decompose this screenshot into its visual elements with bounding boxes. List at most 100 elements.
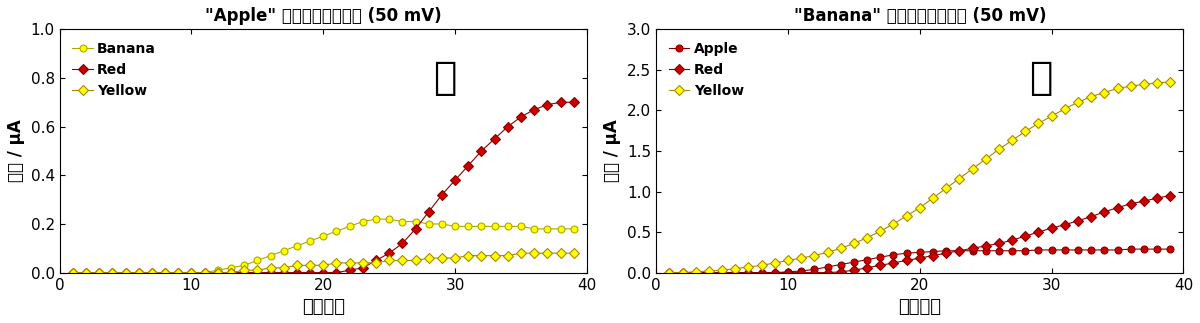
Apple: [1044, 248, 1058, 252]
Red: [355, 266, 370, 270]
Apple: [662, 271, 677, 275]
Yellow: [487, 254, 502, 257]
Red: [210, 271, 224, 275]
Yellow: [1018, 130, 1032, 133]
Banana: [132, 271, 146, 275]
Banana: [66, 271, 80, 275]
Red: [781, 271, 796, 275]
Banana: [92, 271, 107, 275]
Yellow: [368, 261, 383, 265]
Apple: [965, 249, 979, 253]
Red: [874, 263, 888, 267]
Red: [500, 125, 515, 129]
Apple: [1070, 248, 1085, 252]
Banana: [461, 224, 475, 228]
Banana: [527, 227, 541, 231]
Yellow: [329, 261, 343, 265]
Red: [540, 103, 554, 107]
Yellow: [263, 266, 277, 270]
Banana: [172, 271, 186, 275]
Red: [527, 108, 541, 111]
Red: [1150, 196, 1164, 200]
Red: [1044, 226, 1058, 230]
Banana: [106, 271, 120, 275]
Red: [808, 271, 822, 275]
Banana: [263, 254, 277, 257]
Red: [925, 254, 940, 257]
Yellow: [925, 196, 940, 200]
Yellow: [887, 222, 901, 226]
Yellow: [860, 236, 875, 240]
Red: [1018, 234, 1032, 238]
Banana: [382, 217, 396, 221]
Yellow: [1123, 84, 1138, 88]
Apple: [1163, 247, 1177, 251]
Yellow: [172, 271, 186, 275]
Apple: [768, 271, 782, 275]
Apple: [900, 251, 914, 255]
Red: [715, 271, 730, 275]
Red: [1123, 202, 1138, 206]
Yellow: [900, 214, 914, 218]
Apple: [1150, 247, 1164, 251]
X-axis label: 学習回数: 学習回数: [899, 298, 941, 316]
Apple: [991, 249, 1006, 253]
Banana: [198, 271, 212, 275]
Yellow: [978, 157, 992, 161]
Line: Red: Red: [70, 99, 577, 276]
Banana: [408, 220, 422, 224]
Yellow: [821, 250, 835, 254]
Yellow: [236, 268, 251, 272]
Red: [1097, 210, 1111, 214]
Apple: [702, 271, 716, 275]
Red: [676, 271, 690, 275]
Apple: [1004, 249, 1019, 253]
Yellow: [92, 271, 107, 275]
Line: Banana: Banana: [70, 216, 577, 276]
Apple: [1136, 247, 1151, 251]
Y-axis label: 電流 / μA: 電流 / μA: [7, 120, 25, 182]
Yellow: [474, 254, 488, 257]
Red: [329, 271, 343, 275]
Yellow: [316, 263, 330, 267]
Yellow: [965, 167, 979, 171]
Red: [1136, 199, 1151, 203]
Red: [316, 271, 330, 275]
Banana: [566, 227, 581, 231]
Yellow: [132, 271, 146, 275]
Red: [728, 271, 743, 275]
Banana: [236, 263, 251, 267]
Red: [794, 271, 809, 275]
Yellow: [1031, 121, 1045, 125]
Apple: [1057, 248, 1072, 252]
Banana: [316, 234, 330, 238]
Red: [755, 271, 769, 275]
Banana: [79, 271, 94, 275]
Banana: [145, 271, 160, 275]
Yellow: [540, 251, 554, 255]
Line: Apple: Apple: [666, 246, 1174, 276]
Apple: [781, 270, 796, 274]
Red: [1070, 219, 1085, 223]
Red: [566, 100, 581, 104]
Yellow: [768, 261, 782, 265]
Red: [342, 268, 356, 272]
Line: Red: Red: [666, 192, 1174, 276]
Yellow: [395, 258, 409, 262]
Banana: [185, 271, 199, 275]
Line: Yellow: Yellow: [666, 78, 1174, 276]
Red: [289, 271, 304, 275]
Yellow: [434, 256, 449, 260]
Yellow: [702, 269, 716, 273]
Red: [185, 271, 199, 275]
Apple: [676, 271, 690, 275]
Legend: Apple, Red, Yellow: Apple, Red, Yellow: [664, 36, 749, 103]
Title: "Apple" ニューロンを刺激 (50 mV): "Apple" ニューロンを刺激 (50 mV): [205, 7, 442, 25]
Red: [66, 271, 80, 275]
Banana: [514, 224, 528, 228]
Yellow: [145, 271, 160, 275]
Apple: [912, 250, 926, 254]
Yellow: [662, 271, 677, 275]
Apple: [887, 253, 901, 257]
Red: [145, 271, 160, 275]
